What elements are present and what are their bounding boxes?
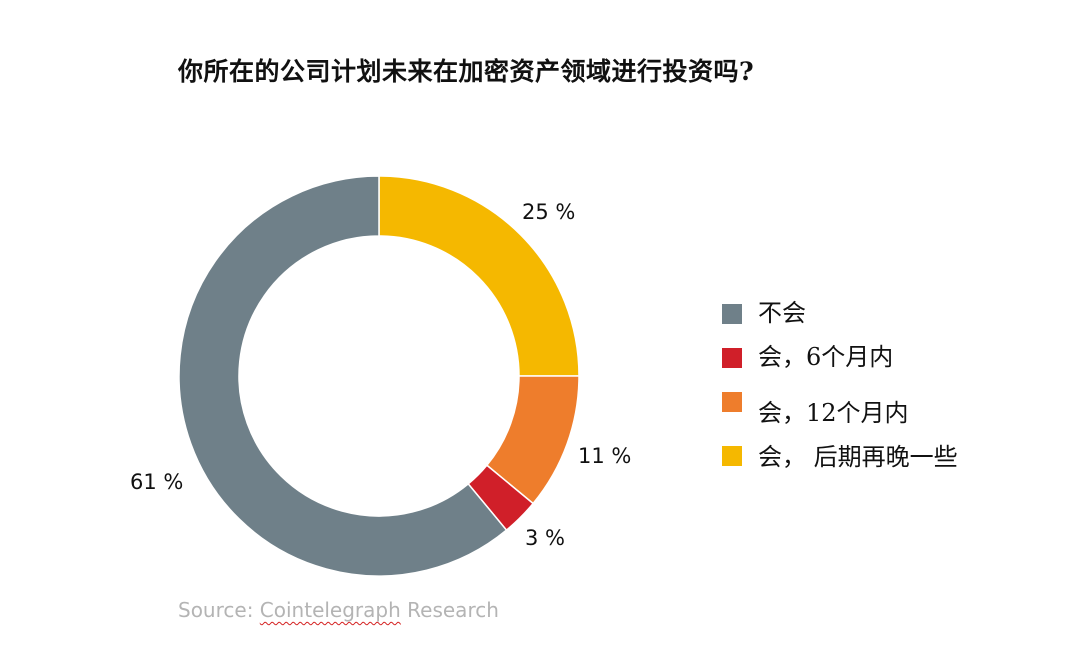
legend-label-6-months: 会，6个月内 bbox=[758, 343, 894, 371]
value-label-6-months: 3 % bbox=[525, 526, 565, 550]
value-label-no: 61 % bbox=[130, 470, 183, 494]
legend-swatch-no bbox=[722, 304, 742, 324]
source-prefix: Source: bbox=[178, 598, 260, 622]
value-label-12-months: 11 % bbox=[578, 444, 631, 468]
source-note: Source: Cointelegraph Research bbox=[178, 598, 499, 622]
chart-title: 你所在的公司计划未来在加密资产领域进行投资吗? bbox=[178, 57, 755, 86]
source-suffix: Research bbox=[400, 598, 499, 622]
legend-swatch-6-months bbox=[722, 348, 742, 368]
value-labels: 61 % 3 % 11 % 25 % bbox=[130, 200, 631, 550]
slice-no bbox=[178, 175, 508, 577]
legend-label-later: 会， 后期再晚一些 bbox=[758, 443, 958, 471]
legend-label-no: 不会 bbox=[758, 299, 806, 327]
legend-swatch-12-months bbox=[722, 392, 742, 412]
legend-swatch-later bbox=[722, 446, 742, 466]
value-label-later: 25 % bbox=[522, 200, 575, 224]
donut-slices bbox=[178, 175, 580, 577]
source-name: Cointelegraph bbox=[259, 598, 401, 622]
legend-label-12-months: 会，12个月内 bbox=[758, 399, 909, 427]
